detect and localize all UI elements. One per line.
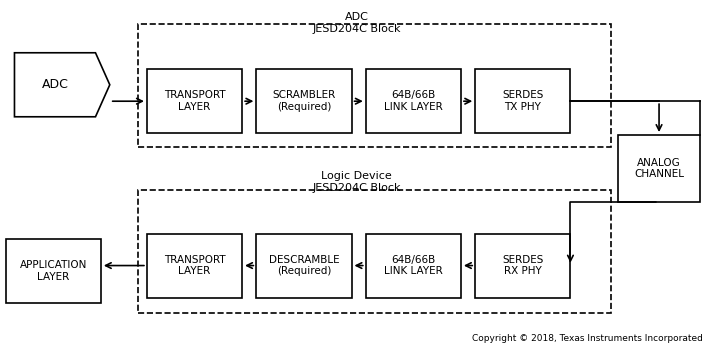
Bar bbox=[138, 190, 611, 313]
Bar bbox=[256, 234, 352, 298]
Text: Logic Device
JESD204C Block: Logic Device JESD204C Block bbox=[312, 171, 401, 193]
Bar bbox=[618, 135, 700, 202]
Bar bbox=[6, 239, 101, 303]
Bar bbox=[256, 69, 352, 133]
Bar bbox=[138, 24, 611, 147]
Text: ANALOG
CHANNEL: ANALOG CHANNEL bbox=[634, 158, 684, 180]
Polygon shape bbox=[14, 53, 110, 117]
Text: DESCRAMBLE
(Required): DESCRAMBLE (Required) bbox=[268, 255, 340, 276]
Bar bbox=[147, 234, 242, 298]
Text: ADC: ADC bbox=[42, 78, 68, 91]
Bar bbox=[475, 234, 570, 298]
Bar bbox=[366, 69, 461, 133]
Text: 64B/66B
LINK LAYER: 64B/66B LINK LAYER bbox=[384, 255, 443, 276]
Text: ADC
JESD204C Block: ADC JESD204C Block bbox=[312, 12, 401, 34]
Bar bbox=[475, 69, 570, 133]
Bar bbox=[147, 69, 242, 133]
Text: TRANSPORT
LAYER: TRANSPORT LAYER bbox=[164, 90, 225, 112]
Text: APPLICATION
LAYER: APPLICATION LAYER bbox=[20, 260, 87, 282]
Text: SERDES
TX PHY: SERDES TX PHY bbox=[502, 90, 544, 112]
Text: Copyright © 2018, Texas Instruments Incorporated: Copyright © 2018, Texas Instruments Inco… bbox=[472, 334, 702, 343]
Bar bbox=[366, 234, 461, 298]
Text: SCRAMBLER
(Required): SCRAMBLER (Required) bbox=[273, 90, 335, 112]
Text: 64B/66B
LINK LAYER: 64B/66B LINK LAYER bbox=[384, 90, 443, 112]
Text: SERDES
RX PHY: SERDES RX PHY bbox=[502, 255, 544, 276]
Text: TRANSPORT
LAYER: TRANSPORT LAYER bbox=[164, 255, 225, 276]
